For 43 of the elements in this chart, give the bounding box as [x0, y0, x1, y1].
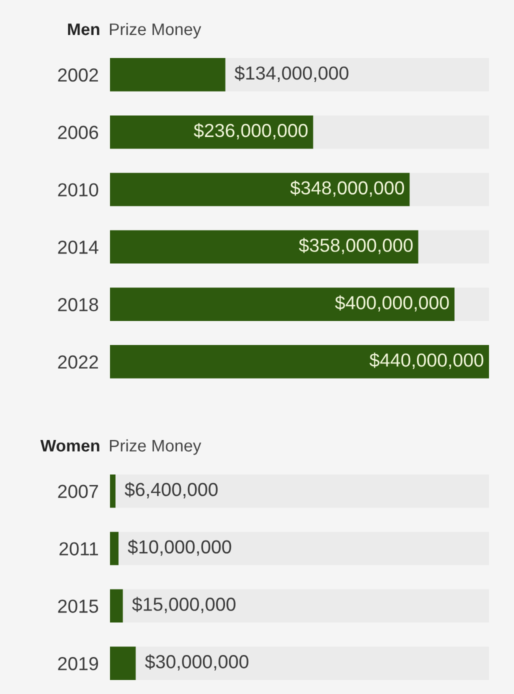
- y-tick-label: 2002: [58, 68, 98, 82]
- y-tick-label: 2010: [58, 183, 98, 196]
- data-label: $15,000,000: [132, 596, 236, 614]
- bar: [225, 58, 489, 92]
- data-label: $30,000,000: [145, 654, 248, 671]
- bar: [110, 288, 455, 321]
- y-tick-label: 2022: [58, 355, 98, 369]
- chart-title: Men: [68, 24, 100, 36]
- data-label: $348,000,000: [290, 180, 404, 197]
- data-label: $134,000,000: [234, 66, 348, 82]
- y-tick-label: 2019: [58, 657, 98, 670]
- data-label: $400,000,000: [335, 295, 449, 312]
- data-label: $6,400,000: [124, 482, 218, 498]
- y-tick-label: 2015: [58, 600, 98, 613]
- bar: [122, 589, 489, 623]
- bar: [110, 532, 119, 566]
- bar: [110, 172, 410, 206]
- bar: [110, 646, 136, 680]
- bar: [116, 474, 489, 508]
- y-tick-label: 2007: [58, 484, 98, 498]
- chart-subtitle: Prize Money: [110, 439, 202, 455]
- bar: [136, 646, 489, 680]
- bar: [110, 345, 489, 378]
- y-tick-label: 2011: [60, 542, 98, 556]
- bar: [118, 532, 489, 566]
- bar: [110, 58, 226, 92]
- bar: [454, 288, 489, 321]
- bar: [410, 172, 489, 206]
- bar: [313, 115, 489, 149]
- chart-subtitle: Prize Money: [110, 22, 202, 38]
- data-label: $10,000,000: [128, 539, 232, 556]
- bar: [110, 230, 418, 264]
- bar: [418, 230, 489, 264]
- data-label: $236,000,000: [194, 123, 308, 140]
- y-tick-label: 2006: [58, 126, 98, 140]
- data-label: $440,000,000: [370, 352, 484, 369]
- bar: [110, 589, 123, 623]
- y-tick-label: 2018: [58, 298, 98, 312]
- bar: [110, 115, 314, 149]
- data-label: $358,000,000: [298, 238, 413, 254]
- bar: [110, 474, 116, 508]
- chart-title: Women: [40, 440, 100, 452]
- y-tick-label: 2014: [58, 240, 98, 254]
